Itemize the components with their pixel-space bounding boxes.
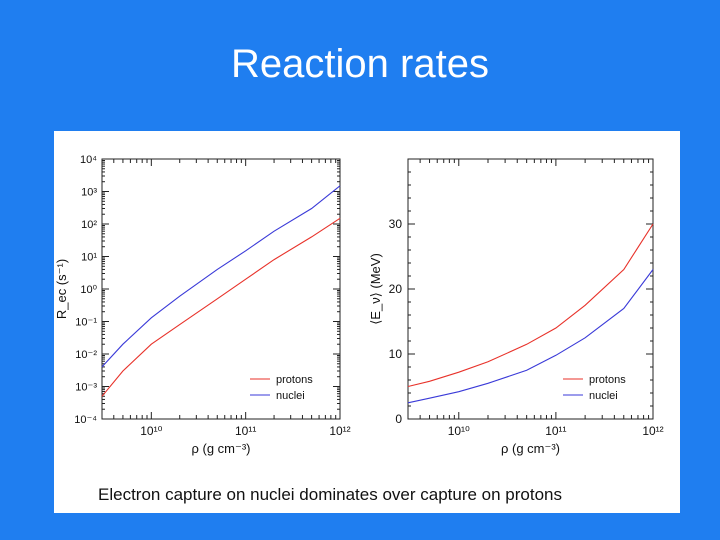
left-y-tick-label: 10⁻² bbox=[75, 349, 97, 361]
left-y-tick-label: 10⁴ bbox=[80, 154, 97, 166]
left-legend-label-nuclei: nuclei bbox=[276, 390, 305, 402]
right-y-tick-label: 20 bbox=[389, 282, 403, 296]
left-series-nuclei-line bbox=[101, 185, 341, 368]
left-y-tick-label: 10⁻¹ bbox=[75, 317, 97, 329]
right-y-tick-label: 0 bbox=[395, 412, 402, 426]
left-y-tick-label: 10⁻³ bbox=[75, 382, 97, 394]
figure-svg: 10¹⁰ 10¹¹ 10¹² 10⁻⁴ 10⁻³ 10⁻² 10⁻¹ 10⁰ 10¹ 10² 10³… bbox=[54, 154, 664, 456]
right-y-tick-label: 30 bbox=[389, 217, 403, 231]
left-x-tick-label: 10¹⁰ bbox=[140, 424, 162, 438]
right-series-protons-line bbox=[407, 223, 654, 388]
left-y-tick-label: 10¹ bbox=[81, 252, 97, 264]
left-y-tick-label: 10⁰ bbox=[80, 284, 97, 296]
right-y-axis-label: ⟨E_ν⟩ (MeV) bbox=[368, 253, 383, 325]
left-x-tick-label: 10¹¹ bbox=[235, 424, 256, 438]
right-legend-label-nuclei: nuclei bbox=[589, 390, 618, 402]
left-y-tick-label: 10⁻⁴ bbox=[74, 414, 97, 426]
right-x-tick-label: 10¹² bbox=[642, 424, 663, 438]
figure-panel: 10¹⁰ 10¹¹ 10¹² 10⁻⁴ 10⁻³ 10⁻² 10⁻¹ 10⁰ 10¹ 10² 10³… bbox=[54, 131, 680, 513]
slide-title: Reaction rates bbox=[231, 42, 489, 86]
right-series-nuclei-line bbox=[407, 269, 654, 404]
figure-caption: Electron capture on nuclei dominates ove… bbox=[98, 485, 562, 504]
right-legend-label-protons: protons bbox=[589, 374, 626, 386]
left-y-tick-label: 10³ bbox=[81, 187, 97, 199]
right-y-tick-label: 10 bbox=[389, 347, 403, 361]
left-series-protons-line bbox=[101, 217, 341, 397]
left-legend-label-protons: protons bbox=[276, 374, 313, 386]
left-x-axis-label: ρ (g cm⁻³) bbox=[191, 441, 250, 456]
left-y-tick-label: 10² bbox=[81, 219, 97, 231]
right-x-tick-label: 10¹¹ bbox=[545, 424, 566, 438]
right-x-tick-label: 10¹⁰ bbox=[448, 424, 470, 438]
left-y-axis-label: R_ec (s⁻¹) bbox=[54, 259, 69, 319]
right-x-axis-label: ρ (g cm⁻³) bbox=[501, 441, 560, 456]
left-x-tick-label: 10¹² bbox=[329, 424, 350, 438]
